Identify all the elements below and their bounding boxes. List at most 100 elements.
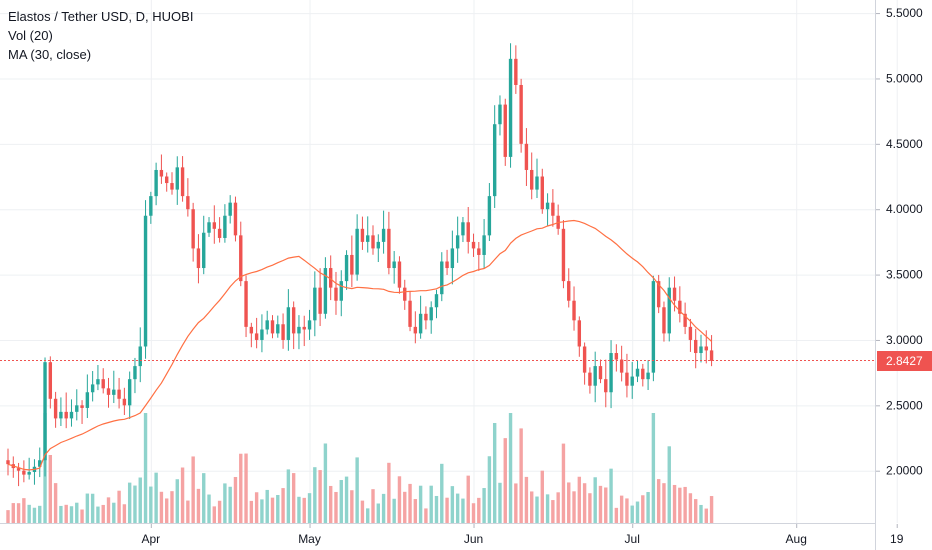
candle-body [281,324,285,340]
volume-bar [567,482,571,523]
volume-bar [371,489,375,523]
candle-body [598,366,603,380]
candle-body [545,202,550,210]
volume-bar [413,499,418,523]
candle-body [408,300,412,327]
volume-bar [397,476,402,523]
candle-body [196,248,201,269]
candle-body [387,228,391,269]
legend-ma[interactable]: MA (30, close) [8,47,92,62]
volume-bar [593,477,597,523]
volume-bar [318,470,322,523]
volume-bar [688,493,693,523]
candle-body [80,405,84,408]
candle-body [381,228,386,242]
candlesticks [6,43,714,487]
candle-body [207,222,211,233]
candle-body [403,287,407,301]
candle-body [260,329,264,340]
candle-body [567,281,571,301]
volume-bar [122,504,127,523]
candle-body [524,143,529,170]
volume-bar [291,473,296,523]
volume-bar [709,496,714,523]
volume-bar [106,497,111,523]
volume-bar [223,483,227,523]
volume-bar [672,484,677,523]
candle-body [392,261,396,269]
candle-body [656,281,661,308]
candle-body [323,268,328,314]
candle-body [350,254,354,275]
candle-body [429,307,433,321]
time-tick-label: May [298,532,321,546]
candle-body [170,183,174,190]
candle-body [630,376,634,386]
volume-bar [561,443,566,523]
volume-bar [551,500,555,523]
volume-bar [487,456,492,523]
candle-body [64,411,68,419]
volume-bar [90,493,95,523]
volume-bar [704,508,708,523]
volume-bar [175,479,179,523]
volume-bar [461,498,465,523]
candle-body [53,398,58,419]
volume-bar [455,493,460,523]
volume-bar [196,488,201,523]
volume-bar [217,500,222,523]
candle-body [202,232,206,269]
candle-body [313,287,317,321]
legend-volume[interactable]: Vol (20) [8,28,53,43]
volume-bar [64,504,68,523]
candle-body [228,202,232,216]
volume-bar [344,476,349,523]
volume-bar [328,485,333,523]
volume-bar [609,468,613,523]
price-tick-label: 2.0000 [886,464,923,478]
candle-body [625,372,629,386]
candle-body [143,215,148,347]
candle-body [75,405,79,412]
candle-body [6,460,10,465]
volume-bar [392,498,396,523]
volume-bar [445,497,449,523]
candle-body [212,222,217,229]
volume-bar [588,493,592,523]
price-axis[interactable]: 2.0000 2.5000 3.0000 3.5000 4.0000 4.5000 5.00… [876,6,923,478]
volume-bar [154,472,158,523]
volume-bar [260,499,264,523]
volume-bar [180,467,185,523]
candle-body [699,346,703,354]
candle-body [709,350,714,361]
volume-bar [508,413,513,523]
candle-body [244,281,248,327]
volume-bar [614,507,619,523]
volume-bar [32,507,37,523]
candle-body [191,209,195,249]
volume-bar [249,500,254,523]
volume-bar [694,499,698,523]
time-axis[interactable]: Apr May Jun Jul Aug 19 [141,524,904,546]
volume-bar [519,428,523,523]
volume-bar [545,494,550,523]
volume-bar [127,482,132,523]
candle-body [667,287,671,334]
volume-bar [683,486,687,523]
volume-bar [625,498,629,523]
volume-bar [556,492,560,523]
price-tick-label: 5.0000 [886,71,923,85]
volume-bar [85,493,90,523]
candle-body [38,460,42,467]
volume-bar [286,469,291,523]
legend-symbol[interactable]: Elastos / Tether USD, D, HUOBI [8,9,194,24]
candle-body [159,169,164,177]
volume-bar [635,501,640,523]
volume-bar [641,495,645,523]
candle-body [22,470,26,475]
candle-body [450,248,455,269]
candle-body [572,300,576,321]
volume-bar [477,497,481,523]
candle-body [683,313,687,327]
